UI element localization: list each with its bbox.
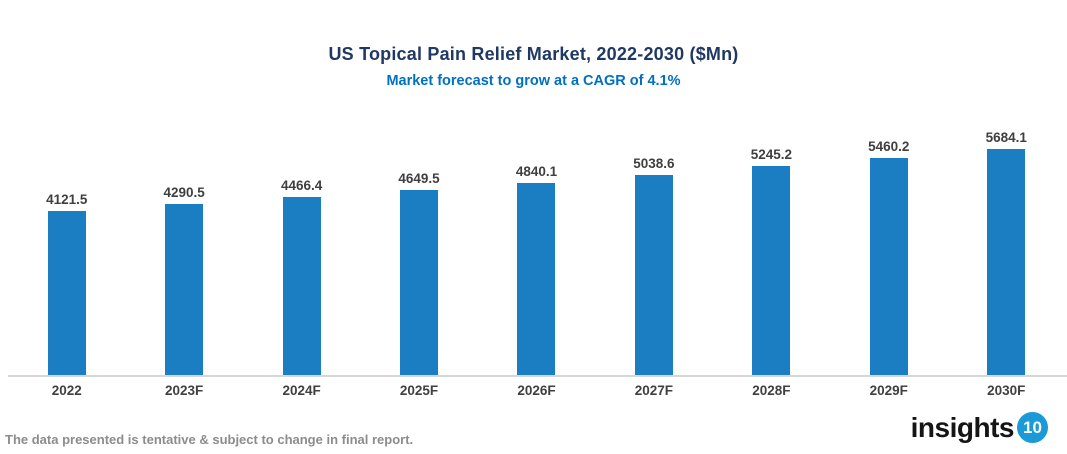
bar — [752, 166, 791, 375]
bar-slot: 5460.2 — [830, 139, 947, 375]
bar — [869, 158, 908, 375]
disclaimer-text: The data presented is tentative & subjec… — [5, 432, 414, 447]
x-tick-label: 2030F — [987, 383, 1026, 398]
bar-value-label: 4290.5 — [163, 185, 205, 200]
bar-value-label: 4121.5 — [46, 192, 88, 207]
x-tick-label: 2028F — [752, 383, 791, 398]
bar-slot: 5684.1 — [948, 130, 1065, 375]
bar — [634, 175, 673, 375]
chart-plot-area: 4121.5 4290.5 4466.4 4649.5 4840.1 5038.6 5245… — [8, 110, 1065, 375]
bars-row: 4121.5 4290.5 4466.4 4649.5 4840.1 5038.6 5245… — [8, 110, 1065, 375]
bar-value-label: 5038.6 — [633, 156, 675, 171]
bar-slot: 4466.4 — [243, 178, 360, 375]
x-tick-label: 2027F — [634, 383, 674, 398]
x-tick-label: 2026F — [517, 383, 556, 398]
x-tick-label: 2022 — [51, 383, 82, 398]
chart-title: US Topical Pain Relief Market, 2022-2030… — [328, 44, 739, 64]
bar-slot: 5038.6 — [595, 156, 712, 375]
x-tick-label: 2025F — [399, 383, 439, 398]
logo-text: insights — [910, 411, 1015, 443]
bar-value-label: 4649.5 — [398, 171, 440, 186]
x-axis-tick-row: 2022 2023F 2024F 2025F 2026F 2027F 2028F 2029F 2… — [8, 383, 1065, 398]
x-tick-label: 2024F — [282, 383, 321, 398]
chart-subtitle: Market forecast to grow at a CAGR of 4.1… — [386, 73, 681, 89]
bar-value-label: 5245.2 — [750, 147, 792, 162]
bar — [517, 183, 556, 375]
insights10-logo: insights 10 — [911, 412, 1048, 443]
logo-badge: 10 — [1017, 412, 1048, 443]
bar-slot: 4649.5 — [360, 171, 477, 375]
bar — [987, 149, 1026, 375]
bar-slot: 4290.5 — [125, 185, 242, 375]
x-axis-line — [8, 375, 1067, 377]
bar-value-label: 4466.4 — [280, 178, 323, 193]
bar — [47, 211, 86, 375]
bar — [165, 204, 204, 375]
bar-slot: 4121.5 — [8, 192, 125, 375]
bar-slot: 4840.1 — [478, 164, 595, 375]
x-tick-label: 2029F — [869, 383, 908, 398]
bar-value-label: 5460.2 — [868, 139, 910, 154]
x-tick-label: 2023F — [165, 383, 204, 398]
bar-value-label: 5684.1 — [985, 130, 1027, 145]
bar — [282, 197, 321, 375]
bar-slot: 5245.2 — [713, 147, 830, 375]
bar-value-label: 4840.1 — [515, 164, 558, 179]
bar — [400, 190, 439, 375]
